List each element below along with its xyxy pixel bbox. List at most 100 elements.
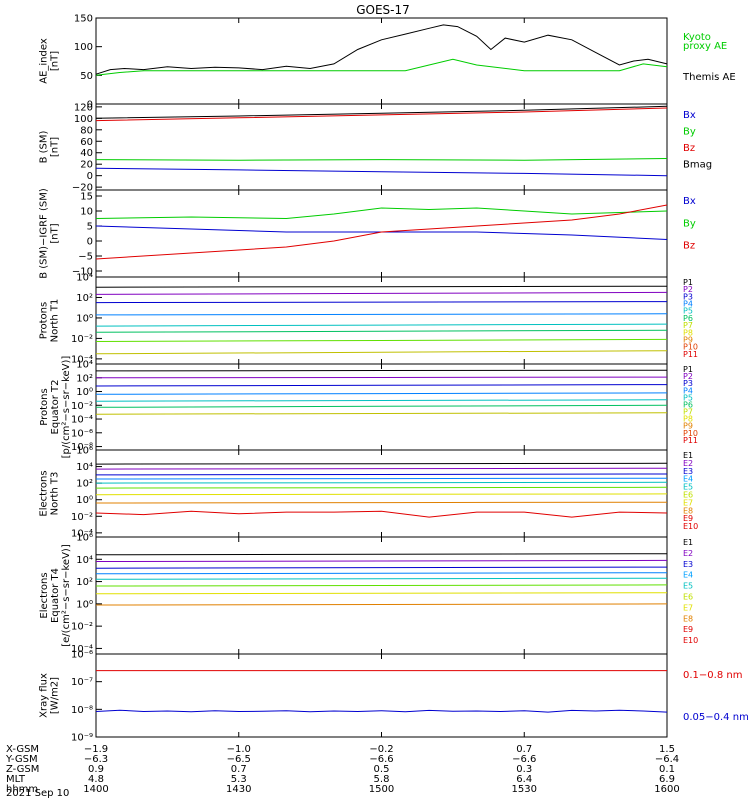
legend-entry: P6 bbox=[683, 314, 693, 323]
x-row-value: −1.0 bbox=[227, 744, 251, 755]
y-axis-label: Equator T2 bbox=[50, 380, 61, 435]
y-tick-label: 10² bbox=[76, 577, 93, 588]
series-p6 bbox=[95, 329, 668, 333]
y-tick-label: 10⁰ bbox=[76, 495, 93, 506]
legend-entry: Bmag bbox=[683, 160, 712, 171]
series-e2 bbox=[95, 467, 668, 470]
y-axis-label: North T3 bbox=[50, 472, 61, 516]
x-row-value: 1530 bbox=[512, 784, 537, 795]
y-tick-label: 5 bbox=[87, 222, 93, 233]
legend-entry: E8 bbox=[683, 614, 693, 623]
legend-entry: P6 bbox=[683, 400, 693, 409]
legend-entry: P7 bbox=[683, 408, 693, 417]
y-tick-label: 10⁻⁶ bbox=[71, 650, 93, 661]
x-row-value: 5.8 bbox=[374, 774, 390, 785]
legend-entry: E4 bbox=[683, 475, 693, 484]
legend-entry: Themis AE bbox=[682, 72, 736, 83]
y-tick-label: 10² bbox=[76, 293, 93, 304]
legend-entry: E3 bbox=[683, 467, 693, 476]
legend-entry: By bbox=[683, 218, 696, 229]
y-tick-label: 10⁴ bbox=[76, 273, 93, 284]
legend-entry: E6 bbox=[683, 593, 693, 602]
x-row-value: −6.4 bbox=[655, 754, 679, 765]
y-tick-label: 150 bbox=[74, 14, 93, 25]
y-tick-label: 10² bbox=[76, 479, 93, 490]
y-tick-label: 10⁻² bbox=[71, 512, 93, 523]
legend-entry: By bbox=[683, 127, 696, 138]
series-e6 bbox=[95, 486, 668, 489]
legend-entry: P3 bbox=[683, 292, 693, 301]
y-tick-label: −20 bbox=[72, 183, 93, 194]
legend-entry: E5 bbox=[683, 483, 693, 492]
panel-ee: 10⁻⁴ 10⁻² 10⁰ 10² 10⁴ 10⁶ Electrons Equator T4[… bbox=[39, 533, 698, 655]
y-tick-label: 10⁶ bbox=[76, 446, 93, 457]
legend-entry: 0.1−0.8 nm bbox=[683, 670, 742, 681]
legend-entry: Kyoto bbox=[683, 32, 711, 43]
y-axis-label: [p/(cm²−s−sr−keV)] bbox=[61, 356, 72, 459]
legend-entry: E3 bbox=[683, 560, 693, 569]
y-axis-label: [nT] bbox=[50, 223, 61, 243]
y-tick-label: 10⁻⁴ bbox=[71, 415, 93, 426]
y-axis-label: [W/m2] bbox=[50, 677, 61, 714]
series-e3 bbox=[95, 473, 668, 476]
y-axis-label: B (SM) bbox=[39, 130, 50, 163]
x-row-value: 0.1 bbox=[659, 764, 675, 775]
date-label: 2021 Sep 10 bbox=[6, 788, 69, 799]
y-tick-label: 10⁻⁶ bbox=[71, 428, 93, 439]
x-row-value: 0.7 bbox=[231, 764, 247, 775]
y-axis-label: Equator T4 bbox=[50, 568, 61, 623]
y-tick-label: 100 bbox=[74, 42, 93, 53]
x-row-value: 1.5 bbox=[659, 744, 675, 755]
legend-entry: P8 bbox=[683, 415, 693, 424]
x-row-value: 0.5 bbox=[374, 764, 390, 775]
y-tick-label: 10⁻⁸ bbox=[71, 705, 93, 716]
legend-entry: E2 bbox=[683, 549, 693, 558]
panel-xray: 10⁻⁹ 10⁻⁸ 10⁻⁷ 10⁻⁶ Xray flux [W/m2] 0.1−0.8 n… bbox=[39, 650, 749, 744]
y-tick-label: −5 bbox=[78, 252, 93, 263]
y-tick-label: 10² bbox=[76, 373, 93, 384]
series-by bbox=[95, 158, 668, 161]
y-tick-label: 50 bbox=[80, 71, 93, 82]
x-row-value: −6.3 bbox=[84, 754, 108, 765]
legend-entry: proxy AE bbox=[683, 41, 727, 52]
series-e5 bbox=[95, 577, 668, 580]
series-e1 bbox=[95, 462, 668, 465]
y-tick-label: 20 bbox=[80, 160, 93, 171]
series-e1 bbox=[95, 553, 668, 556]
legend-entry: P2 bbox=[683, 372, 693, 381]
series-p1 bbox=[95, 285, 668, 288]
y-tick-label: 100 bbox=[74, 114, 93, 125]
series-p7 bbox=[95, 338, 668, 342]
y-tick-label: 40 bbox=[80, 148, 93, 159]
legend-entry: E10 bbox=[683, 522, 698, 531]
x-row-value: 0.9 bbox=[88, 764, 104, 775]
y-tick-label: 60 bbox=[80, 137, 93, 148]
legend-entry: E4 bbox=[683, 571, 693, 580]
panel-frame bbox=[95, 653, 668, 738]
series-bz bbox=[95, 204, 668, 260]
legend-entry: E1 bbox=[683, 538, 693, 547]
y-axis-label: Protons bbox=[39, 388, 50, 425]
y-tick-label: 10⁻² bbox=[71, 334, 93, 345]
y-tick-label: 0 bbox=[87, 171, 93, 182]
y-axis-label: Electrons bbox=[39, 572, 50, 618]
legend-entry: P10 bbox=[683, 429, 698, 438]
y-axis-label: Xray flux bbox=[39, 673, 50, 718]
y-tick-label: 10⁻² bbox=[71, 622, 93, 633]
x-row-value: 0.3 bbox=[516, 764, 532, 775]
series-e4 bbox=[95, 477, 668, 480]
legend-entry: E10 bbox=[683, 636, 698, 645]
series-p8 bbox=[95, 350, 668, 355]
y-tick-label: 10⁻² bbox=[71, 401, 93, 412]
y-tick-label: 10⁰ bbox=[76, 599, 93, 610]
series-p3 bbox=[95, 384, 668, 387]
panel-pn: 10⁻⁴ 10⁻² 10⁰ 10² 10⁴ Protons North T1 P1P2P3P4… bbox=[39, 273, 699, 366]
y-tick-label: 10⁻⁴ bbox=[71, 354, 93, 365]
series-e5 bbox=[95, 481, 668, 484]
series-e6 bbox=[95, 584, 668, 587]
panel-frame bbox=[95, 189, 668, 278]
